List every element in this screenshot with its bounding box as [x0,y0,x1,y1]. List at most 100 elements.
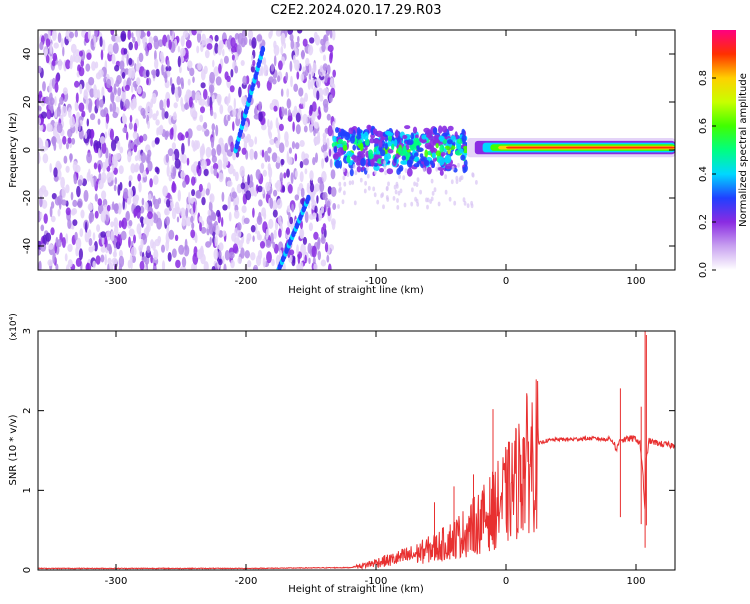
heatmap-cell [308,108,313,116]
heatmap-cell [93,175,96,188]
heatmap-cell [299,229,304,239]
heatmap-cell [285,227,291,235]
heatmap-cell [246,237,250,245]
heatmap-cell [211,266,216,270]
heatmap-cell [40,243,47,252]
heatmap-cell [299,140,305,147]
heatmap-cell [254,223,258,235]
heatmap-cell [110,30,115,36]
spectrogram-y-ticks: -40 -20 0 20 40 [22,48,675,254]
heatmap-cell [210,86,213,98]
heatmap-cell [86,152,92,164]
heatmap-cell [233,98,236,110]
heatmap-cell [267,147,272,154]
heatmap-cell [290,39,295,50]
heatmap-cell [118,165,124,175]
heatmap-cell [93,162,98,170]
heatmap-cell [413,137,420,146]
heatmap-cell [391,143,395,151]
heatmap-cell [67,107,72,119]
heatmap-cell [184,238,188,251]
heatmap-cell [218,242,224,252]
heatmap-cell [403,202,407,208]
heatmap-cell [338,181,342,187]
heatmap-cell [157,125,164,136]
heatmap-cell [252,235,255,242]
heatmap-cell [55,236,59,247]
heatmap-cell [317,239,321,250]
heatmap-cell [146,245,151,254]
heatmap-cell [64,253,68,262]
heatmap-cell [232,168,236,177]
heatmap-cell [52,126,58,138]
heatmap-cell [318,106,321,115]
heatmap-cell [224,250,230,261]
heatmap-cell [402,175,406,181]
heatmap-cell [402,145,407,155]
heatmap-cell [187,60,193,69]
heatmap-cell [227,114,231,122]
heatmap-cell [100,246,106,253]
heatmap-cell [308,257,311,264]
heatmap-cell [252,59,256,67]
heatmap-cell [40,185,47,193]
heatmap-cell [439,136,444,142]
heatmap-cell [49,92,53,103]
heatmap-cell [223,55,229,64]
heatmap-cell [275,161,281,170]
heatmap-cell [304,168,308,175]
heatmap-cell [299,171,304,183]
heatmap-cell [413,181,416,187]
heatmap-cell [342,167,346,173]
heatmap-cell [98,203,104,215]
heatmap-cell [57,32,62,43]
heatmap-cell [111,154,118,166]
heatmap-cell [256,255,262,267]
heatmap-cell [118,249,123,258]
heatmap-cell [261,123,267,131]
heatmap-cell [279,172,284,183]
heatmap-cell [80,209,85,219]
heatmap-cell [193,201,196,213]
heatmap-cell [50,215,56,223]
heatmap-cell [200,226,207,234]
heatmap-cell [319,181,325,193]
heatmap-cell [207,209,212,217]
heatmap-cell [110,230,115,242]
heatmap-cell [127,188,134,199]
heatmap-cell [137,173,142,182]
heatmap-cell [70,209,76,216]
heatmap-cell [351,154,357,160]
heatmap-cell [325,30,331,36]
heatmap-cell [51,30,57,41]
heatmap-cell [286,168,290,178]
heatmap-cell [299,261,304,270]
heatmap-cell [307,44,314,56]
heatmap-cell [98,163,101,173]
heatmap-cell [201,196,206,206]
heatmap-cell [291,141,296,150]
heatmap-cell [112,251,117,258]
heatmap-cell [48,243,54,250]
heatmap-cell [324,241,329,253]
heatmap-cell [287,156,293,165]
snr-x-tick-label: -200 [235,576,258,587]
heatmap-cell [213,248,219,260]
heatmap-cell [118,263,122,270]
heatmap-cell [250,252,256,261]
heatmap-cell [94,210,99,219]
heatmap-cell [254,136,258,145]
heatmap-cell [110,171,114,181]
heatmap-cell [261,149,265,158]
heatmap-cell [85,63,91,72]
heatmap-cell [191,263,195,270]
heatmap-cell [67,128,73,138]
heatmap-cell [109,103,113,113]
heatmap-cell [342,175,346,181]
heatmap-cell [39,196,43,208]
heatmap-cell [147,160,153,172]
heatmap-cell [304,254,307,264]
heatmap-cell [212,162,219,171]
heatmap-cell [433,187,437,193]
heatmap-cell [100,109,107,118]
